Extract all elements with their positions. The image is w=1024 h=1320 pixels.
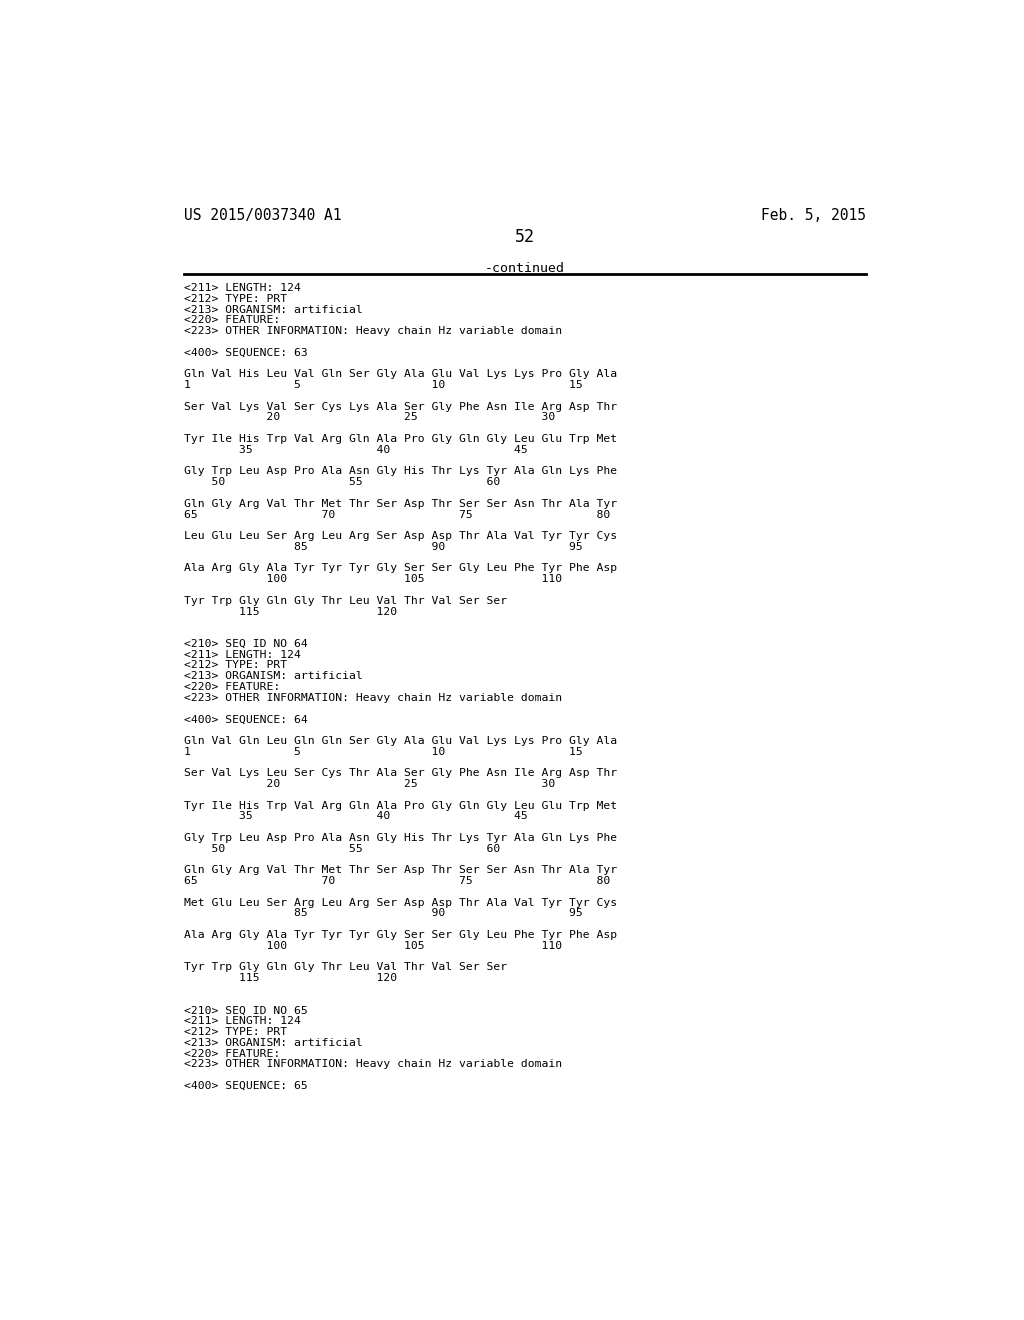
Text: Ala Arg Gly Ala Tyr Tyr Tyr Gly Ser Ser Gly Leu Phe Tyr Phe Asp: Ala Arg Gly Ala Tyr Tyr Tyr Gly Ser Ser … (183, 929, 616, 940)
Text: 35                  40                  45: 35 40 45 (183, 445, 527, 455)
Text: 20                  25                  30: 20 25 30 (183, 412, 555, 422)
Text: Gln Val His Leu Val Gln Ser Gly Ala Glu Val Lys Lys Pro Gly Ala: Gln Val His Leu Val Gln Ser Gly Ala Glu … (183, 370, 616, 379)
Text: 65                  70                  75                  80: 65 70 75 80 (183, 876, 610, 886)
Text: Gln Gly Arg Val Thr Met Thr Ser Asp Thr Ser Ser Asn Thr Ala Tyr: Gln Gly Arg Val Thr Met Thr Ser Asp Thr … (183, 499, 616, 508)
Text: 20                  25                  30: 20 25 30 (183, 779, 555, 789)
Text: <212> TYPE: PRT: <212> TYPE: PRT (183, 1027, 287, 1038)
Text: <400> SEQUENCE: 65: <400> SEQUENCE: 65 (183, 1081, 307, 1090)
Text: <212> TYPE: PRT: <212> TYPE: PRT (183, 294, 287, 304)
Text: <223> OTHER INFORMATION: Heavy chain Hz variable domain: <223> OTHER INFORMATION: Heavy chain Hz … (183, 693, 562, 702)
Text: Met Glu Leu Ser Arg Leu Arg Ser Asp Asp Thr Ala Val Tyr Tyr Cys: Met Glu Leu Ser Arg Leu Arg Ser Asp Asp … (183, 898, 616, 908)
Text: <400> SEQUENCE: 63: <400> SEQUENCE: 63 (183, 348, 307, 358)
Text: Gly Trp Leu Asp Pro Ala Asn Gly His Thr Lys Tyr Ala Gln Lys Phe: Gly Trp Leu Asp Pro Ala Asn Gly His Thr … (183, 833, 616, 843)
Text: Tyr Trp Gly Gln Gly Thr Leu Val Thr Val Ser Ser: Tyr Trp Gly Gln Gly Thr Leu Val Thr Val … (183, 962, 507, 973)
Text: <220> FEATURE:: <220> FEATURE: (183, 315, 280, 326)
Text: -continued: -continued (484, 263, 565, 276)
Text: 100                 105                 110: 100 105 110 (183, 574, 562, 585)
Text: 100                 105                 110: 100 105 110 (183, 941, 562, 950)
Text: 52: 52 (515, 227, 535, 246)
Text: <211> LENGTH: 124: <211> LENGTH: 124 (183, 284, 301, 293)
Text: 115                 120: 115 120 (183, 607, 397, 616)
Text: 50                  55                  60: 50 55 60 (183, 843, 500, 854)
Text: Ala Arg Gly Ala Tyr Tyr Tyr Gly Ser Ser Gly Leu Phe Tyr Phe Asp: Ala Arg Gly Ala Tyr Tyr Tyr Gly Ser Ser … (183, 564, 616, 573)
Text: <211> LENGTH: 124: <211> LENGTH: 124 (183, 649, 301, 660)
Text: <213> ORGANISM: artificial: <213> ORGANISM: artificial (183, 305, 362, 314)
Text: <211> LENGTH: 124: <211> LENGTH: 124 (183, 1016, 301, 1026)
Text: <400> SEQUENCE: 64: <400> SEQUENCE: 64 (183, 714, 307, 725)
Text: <212> TYPE: PRT: <212> TYPE: PRT (183, 660, 287, 671)
Text: US 2015/0037340 A1: US 2015/0037340 A1 (183, 209, 341, 223)
Text: <223> OTHER INFORMATION: Heavy chain Hz variable domain: <223> OTHER INFORMATION: Heavy chain Hz … (183, 326, 562, 337)
Text: Ser Val Lys Val Ser Cys Lys Ala Ser Gly Phe Asn Ile Arg Asp Thr: Ser Val Lys Val Ser Cys Lys Ala Ser Gly … (183, 401, 616, 412)
Text: 1               5                   10                  15: 1 5 10 15 (183, 380, 583, 391)
Text: Gln Val Gln Leu Gln Gln Ser Gly Ala Glu Val Lys Lys Pro Gly Ala: Gln Val Gln Leu Gln Gln Ser Gly Ala Glu … (183, 737, 616, 746)
Text: Ser Val Lys Leu Ser Cys Thr Ala Ser Gly Phe Asn Ile Arg Asp Thr: Ser Val Lys Leu Ser Cys Thr Ala Ser Gly … (183, 768, 616, 779)
Text: Leu Glu Leu Ser Arg Leu Arg Ser Asp Asp Thr Ala Val Tyr Tyr Cys: Leu Glu Leu Ser Arg Leu Arg Ser Asp Asp … (183, 531, 616, 541)
Text: Feb. 5, 2015: Feb. 5, 2015 (761, 209, 866, 223)
Text: <213> ORGANISM: artificial: <213> ORGANISM: artificial (183, 671, 362, 681)
Text: 85                  90                  95: 85 90 95 (183, 543, 583, 552)
Text: 65                  70                  75                  80: 65 70 75 80 (183, 510, 610, 520)
Text: <210> SEQ ID NO 64: <210> SEQ ID NO 64 (183, 639, 307, 649)
Text: 50                  55                  60: 50 55 60 (183, 478, 500, 487)
Text: <210> SEQ ID NO 65: <210> SEQ ID NO 65 (183, 1006, 307, 1015)
Text: Tyr Ile His Trp Val Arg Gln Ala Pro Gly Gln Gly Leu Glu Trp Met: Tyr Ile His Trp Val Arg Gln Ala Pro Gly … (183, 434, 616, 444)
Text: Tyr Ile His Trp Val Arg Gln Ala Pro Gly Gln Gly Leu Glu Trp Met: Tyr Ile His Trp Val Arg Gln Ala Pro Gly … (183, 800, 616, 810)
Text: <220> FEATURE:: <220> FEATURE: (183, 682, 280, 692)
Text: 1               5                   10                  15: 1 5 10 15 (183, 747, 583, 756)
Text: Gln Gly Arg Val Thr Met Thr Ser Asp Thr Ser Ser Asn Thr Ala Tyr: Gln Gly Arg Val Thr Met Thr Ser Asp Thr … (183, 866, 616, 875)
Text: Gly Trp Leu Asp Pro Ala Asn Gly His Thr Lys Tyr Ala Gln Lys Phe: Gly Trp Leu Asp Pro Ala Asn Gly His Thr … (183, 466, 616, 477)
Text: 35                  40                  45: 35 40 45 (183, 812, 527, 821)
Text: <213> ORGANISM: artificial: <213> ORGANISM: artificial (183, 1038, 362, 1048)
Text: Tyr Trp Gly Gln Gly Thr Leu Val Thr Val Ser Ser: Tyr Trp Gly Gln Gly Thr Leu Val Thr Val … (183, 595, 507, 606)
Text: 85                  90                  95: 85 90 95 (183, 908, 583, 919)
Text: <223> OTHER INFORMATION: Heavy chain Hz variable domain: <223> OTHER INFORMATION: Heavy chain Hz … (183, 1059, 562, 1069)
Text: <220> FEATURE:: <220> FEATURE: (183, 1048, 280, 1059)
Text: 115                 120: 115 120 (183, 973, 397, 983)
